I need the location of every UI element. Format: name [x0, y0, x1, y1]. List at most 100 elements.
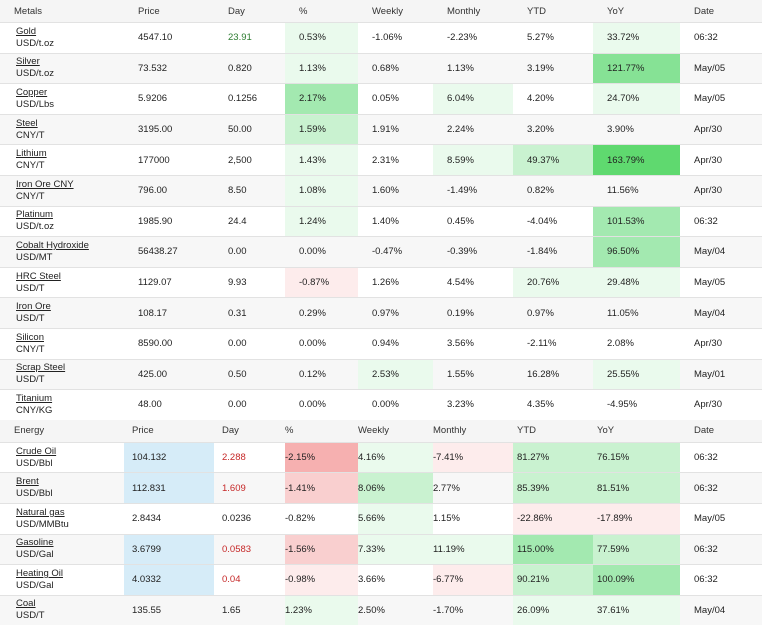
- header-weekly: Weekly: [358, 0, 433, 23]
- day-cell: 23.91: [214, 22, 285, 54]
- table-row[interactable]: Scrap Steel USD/T 425.00 0.50 0.12% 2.53% 1.55…: [0, 358, 762, 390]
- commodity-name-cell: Iron Ore USD/T: [0, 297, 124, 329]
- date-cell: Apr/30: [680, 174, 762, 207]
- day-cell: 2.288: [214, 441, 285, 473]
- pct-cell: -1.56%: [285, 533, 358, 565]
- table-row[interactable]: Coal USD/T 135.55 1.65 1.23% 2.50% -1.70% 26.09…: [0, 594, 762, 626]
- commodity-link[interactable]: Cobalt Hydroxide: [16, 239, 89, 251]
- price-cell: 8590.00: [124, 327, 214, 360]
- commodity-link[interactable]: Silicon: [16, 331, 44, 343]
- commodity-link[interactable]: Coal: [16, 598, 36, 610]
- commodity-link[interactable]: Gasoline: [16, 537, 54, 549]
- weekly-cell: 0.97%: [358, 297, 433, 329]
- table-row[interactable]: Copper USD/Lbs 5.9206 0.1256 2.17% 0.05% 6.04%…: [0, 83, 762, 115]
- table-row[interactable]: Platinum USD/t.oz 1985.90 24.4 1.24% 1.40% 0.4…: [0, 205, 762, 237]
- commodity-link[interactable]: Gold: [16, 25, 37, 37]
- commodity-unit: USD/Bbl: [16, 488, 53, 500]
- date-cell: May/05: [680, 266, 762, 298]
- table-row[interactable]: Silicon CNY/T 8590.00 0.00 0.00% 0.94% 3.56% -2…: [0, 327, 762, 360]
- date-cell: May/04: [680, 594, 762, 626]
- pct-cell: 0.29%: [285, 297, 358, 329]
- day-cell: 0.00: [214, 389, 285, 420]
- commodity-name-cell: Scrap Steel USD/T: [0, 358, 124, 390]
- ytd-cell: 5.27%: [513, 22, 593, 54]
- table-row[interactable]: HRC Steel USD/T 1129.07 9.93 -0.87% 1.26% 4.54…: [0, 266, 762, 298]
- commodity-unit: USD/t.oz: [16, 68, 55, 80]
- commodity-link[interactable]: Natural gas: [16, 506, 65, 518]
- yoy-cell: 100.09%: [593, 564, 680, 596]
- commodity-link[interactable]: Heating Oil: [16, 567, 63, 579]
- commodity-link[interactable]: HRC Steel: [16, 270, 61, 282]
- table-row[interactable]: Crude Oil USD/Bbl 104.132 2.288 -2.15% 4.16% -…: [0, 441, 762, 473]
- date-cell: May/04: [680, 297, 762, 329]
- header-metals: Metals: [0, 0, 124, 23]
- commodity-link[interactable]: Scrap Steel: [16, 362, 66, 374]
- header-monthly: Monthly: [433, 419, 513, 443]
- commodity-link[interactable]: Platinum: [16, 209, 53, 221]
- date-cell: Apr/30: [680, 144, 762, 176]
- commodity-link[interactable]: Brent: [16, 476, 39, 488]
- table-row[interactable]: Cobalt Hydroxide USD/MT 56438.27 0.00 0.00% -…: [0, 236, 762, 268]
- price-cell: 796.00: [124, 174, 214, 207]
- pct-cell: 1.43%: [285, 144, 358, 176]
- pct-cell: 2.17%: [285, 83, 358, 115]
- table-row[interactable]: Lithium CNY/T 177000 2,500 1.43% 2.31% 8.59% 49…: [0, 144, 762, 176]
- commodity-name-cell: Lithium CNY/T: [0, 144, 124, 176]
- table-row[interactable]: Gold USD/t.oz 4547.10 23.91 0.53% -1.06% -2.23…: [0, 22, 762, 54]
- weekly-cell: 2.53%: [358, 358, 433, 390]
- table-row[interactable]: Natural gas USD/MMBtu 2.8434 0.0236 -0.82% 5.…: [0, 502, 762, 534]
- yoy-cell: 77.59%: [593, 533, 680, 565]
- yoy-cell: 33.72%: [593, 22, 680, 54]
- yoy-cell: 121.77%: [593, 52, 680, 84]
- weekly-cell: 1.26%: [358, 266, 433, 298]
- table-row[interactable]: Steel CNY/T 3195.00 50.00 1.59% 1.91% 2.24% 3.2…: [0, 113, 762, 145]
- weekly-cell: 0.00%: [358, 389, 433, 420]
- table-row[interactable]: Iron Ore USD/T 108.17 0.31 0.29% 0.97% 0.19% 0.…: [0, 297, 762, 329]
- table-row[interactable]: Silver USD/t.oz 73.532 0.820 1.13% 0.68% 1.13%…: [0, 52, 762, 84]
- header-date: Date: [680, 0, 762, 23]
- table-row[interactable]: Gasoline USD/Gal 3.6799 0.0583 -1.56% 7.33% 11…: [0, 533, 762, 565]
- weekly-cell: 0.94%: [358, 327, 433, 360]
- header-percent: %: [285, 419, 358, 443]
- monthly-cell: -1.70%: [433, 594, 513, 626]
- price-cell: 3.6799: [124, 533, 214, 565]
- ytd-cell: -4.04%: [513, 205, 593, 237]
- pct-cell: 0.00%: [285, 327, 358, 360]
- day-cell: 0.1256: [214, 83, 285, 115]
- pct-cell: -1.41%: [285, 472, 358, 504]
- commodity-unit: CNY/KG: [16, 404, 53, 416]
- commodity-link[interactable]: Steel: [16, 117, 38, 129]
- commodity-unit: CNY/T: [16, 160, 45, 172]
- yoy-cell: 37.61%: [593, 594, 680, 626]
- ytd-cell: 4.20%: [513, 83, 593, 115]
- commodity-link[interactable]: Copper: [16, 86, 48, 98]
- commodity-link[interactable]: Titanium: [16, 392, 53, 404]
- energy-section: Energy Price Day % Weekly Monthly YTD Yo…: [0, 419, 762, 626]
- commodity-name-cell: Titanium CNY/KG: [0, 389, 124, 420]
- commodity-unit: USD/T: [16, 313, 45, 325]
- monthly-cell: 1.13%: [433, 52, 513, 84]
- metals-header-row: Metals Price Day % Weekly Monthly YTD Yo…: [0, 0, 762, 23]
- yoy-cell: 76.15%: [593, 441, 680, 473]
- commodity-link[interactable]: Iron Ore: [16, 301, 51, 313]
- header-price: Price: [124, 0, 214, 23]
- yoy-cell: -17.89%: [593, 502, 680, 534]
- commodity-unit: USD/Bbl: [16, 457, 53, 469]
- table-row[interactable]: Iron Ore CNY CNY/T 796.00 8.50 1.08% 1.60% -1.…: [0, 174, 762, 207]
- commodity-unit: USD/Gal: [16, 549, 54, 561]
- header-energy: Energy: [0, 419, 124, 443]
- commodity-link[interactable]: Silver: [16, 56, 40, 68]
- commodity-link[interactable]: Crude Oil: [16, 445, 57, 457]
- pct-cell: 0.53%: [285, 22, 358, 54]
- ytd-cell: 3.19%: [513, 52, 593, 84]
- price-cell: 425.00: [124, 358, 214, 390]
- monthly-cell: 4.54%: [433, 266, 513, 298]
- weekly-cell: -1.06%: [358, 22, 433, 54]
- table-row[interactable]: Titanium CNY/KG 48.00 0.00 0.00% 0.00% 3.23% 4.…: [0, 389, 762, 420]
- table-row[interactable]: Heating Oil USD/Gal 4.0332 0.04 -0.98% 3.66% -…: [0, 564, 762, 596]
- commodity-link[interactable]: Lithium: [16, 148, 47, 160]
- table-row[interactable]: Brent USD/Bbl 112.831 1.609 -1.41% 8.06% 2.77%…: [0, 472, 762, 504]
- date-cell: 06:32: [680, 441, 762, 473]
- commodity-link[interactable]: Iron Ore CNY: [16, 178, 74, 190]
